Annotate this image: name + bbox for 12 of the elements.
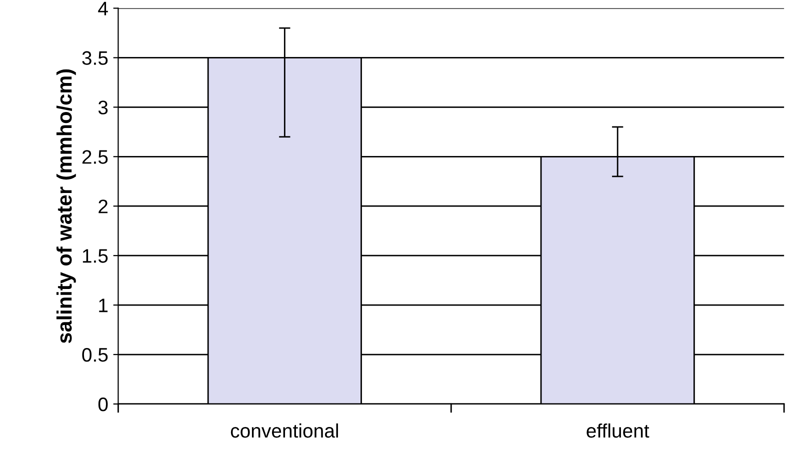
- y-tick-label: 0: [98, 397, 108, 412]
- y-tick-label: 3: [98, 100, 108, 114]
- y-tick-label: 2: [98, 200, 108, 214]
- y-tick-label: 3.5: [82, 51, 108, 65]
- x-tick-label: conventional: [230, 423, 338, 438]
- y-tick-label: 0.5: [82, 348, 108, 362]
- y-tick-label: 4: [98, 2, 108, 16]
- y-tick-label: 1: [99, 298, 108, 312]
- y-axis-title: salinity of water (mmho/cm): [56, 69, 76, 344]
- x-tick-label: effluent: [586, 423, 650, 438]
- y-tick-label: 1.5: [82, 249, 108, 263]
- y-tick-label: 2.5: [82, 150, 108, 164]
